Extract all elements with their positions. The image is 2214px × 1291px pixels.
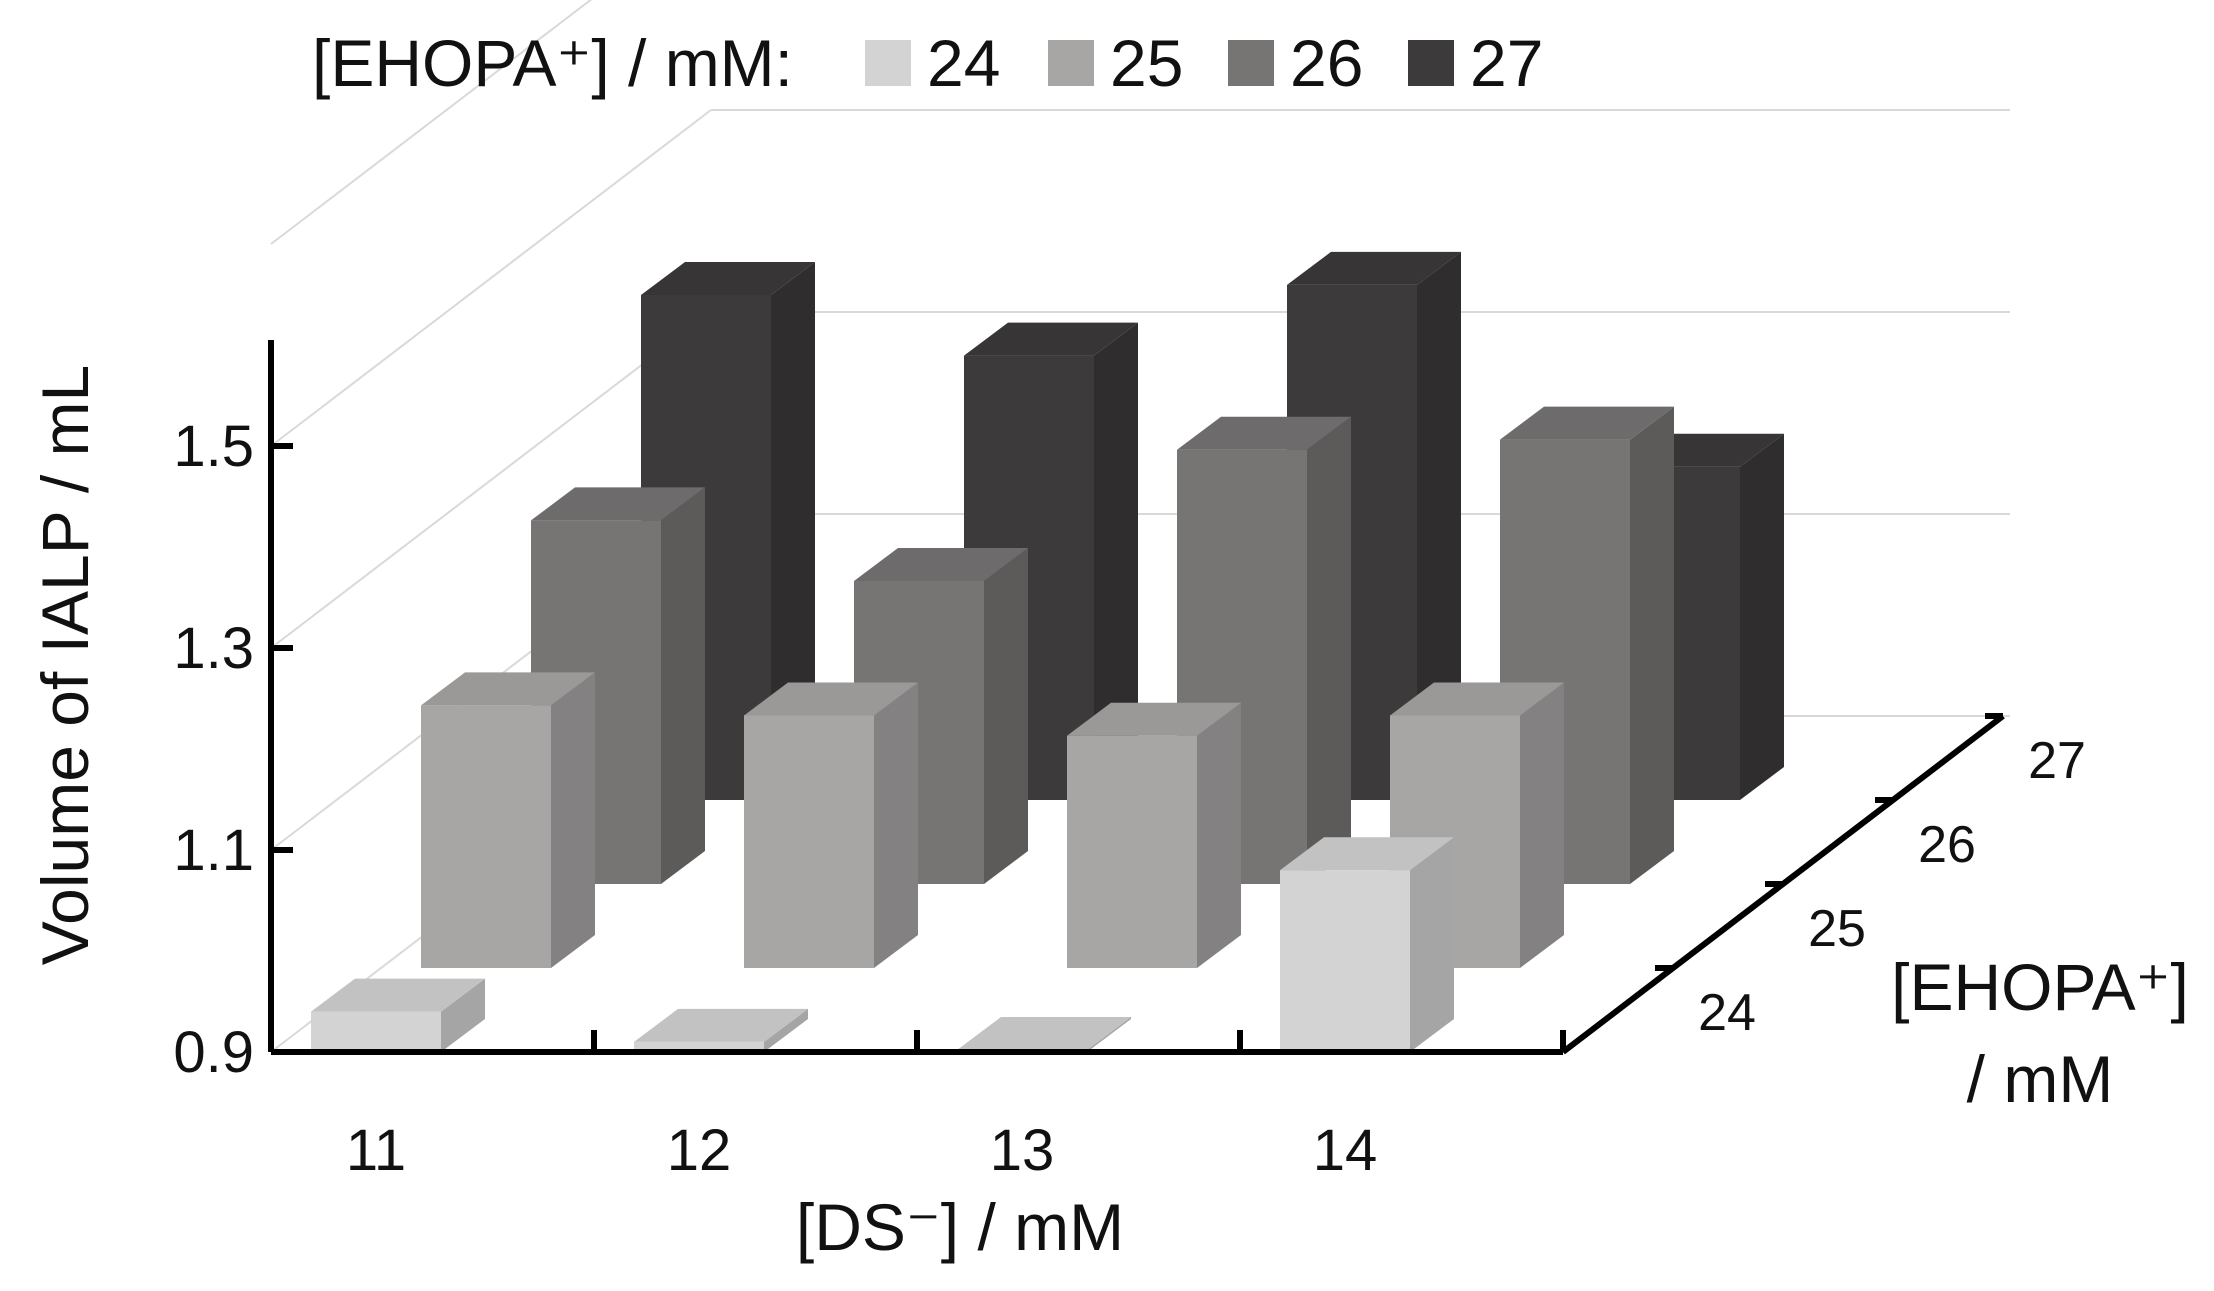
bar-26-13 <box>1177 416 1351 884</box>
x-tick-label: 11 <box>346 1118 406 1183</box>
bar-side <box>441 978 485 1052</box>
x-axis-title: [DS⁻] / mM <box>796 1190 1124 1264</box>
bar-24-13 <box>957 1017 1131 1052</box>
bar-side <box>764 1008 808 1052</box>
legend-label-24: 24 <box>927 26 1000 100</box>
y-tick-label: 1.1 <box>173 818 254 883</box>
bar-top <box>1500 406 1674 440</box>
bar-top <box>744 682 918 716</box>
legend: [EHOPA⁺] / mM: 24 25 26 27 <box>312 26 1543 100</box>
bar-25-13 <box>1067 702 1241 968</box>
bar-side <box>1740 433 1784 800</box>
bar-side <box>1094 322 1138 800</box>
legend-label-26: 26 <box>1290 26 1363 100</box>
bar-top <box>634 1008 808 1042</box>
depth-axis-title-line1: [EHOPA⁺] <box>1891 950 2189 1024</box>
bar-side <box>661 487 705 884</box>
depth-axis-title-line2: / mM <box>1967 1042 2114 1116</box>
x-tick-label: 13 <box>990 1118 1055 1183</box>
bar-side <box>1087 1017 1131 1052</box>
bar-front <box>744 715 874 968</box>
bar-top <box>641 262 815 295</box>
bar-side <box>771 262 815 800</box>
bar-25-12 <box>744 682 918 968</box>
bar-side <box>874 682 918 968</box>
bar-top <box>854 548 1028 581</box>
depth-tick-label: 26 <box>1918 816 1976 874</box>
bar-side <box>1410 837 1454 1052</box>
legend-swatch-27 <box>1408 40 1454 86</box>
labels: Volume of IALP / mL [DS⁻] / mM [EHOPA⁺] … <box>28 365 2189 1264</box>
bar-top <box>1287 251 1461 285</box>
legend-swatch-24 <box>865 40 911 86</box>
bar-top <box>1177 416 1351 450</box>
ticks <box>268 443 2003 1055</box>
bar-side <box>1520 682 1564 968</box>
legend-swatch-25 <box>1048 40 1094 86</box>
depth-tick-label: 27 <box>2028 732 2086 790</box>
bar-front <box>1280 870 1410 1052</box>
gridline-diagonal <box>270 0 593 245</box>
bar-24-11 <box>311 978 485 1052</box>
depth-tick-label: 24 <box>1698 984 1756 1042</box>
bar-front <box>1067 735 1197 968</box>
x-tick-label: 14 <box>1313 1118 1378 1183</box>
bar-24-14 <box>1280 837 1454 1052</box>
bar-front <box>421 705 551 968</box>
y-tick-label: 1.5 <box>173 414 254 479</box>
gridline-diagonal <box>270 109 712 447</box>
legend-title: [EHOPA⁺] / mM: <box>312 26 793 100</box>
bar-side <box>984 548 1028 884</box>
y-tick-label: 1.3 <box>173 616 254 681</box>
bars <box>311 251 1784 1052</box>
bar-top <box>964 322 1138 356</box>
legend-label-25: 25 <box>1110 26 1183 100</box>
legend-swatch-26 <box>1228 40 1274 86</box>
bar-25-11 <box>421 672 595 968</box>
legend-label-27: 27 <box>1470 26 1543 100</box>
y-axis-title: Volume of IALP / mL <box>28 365 102 965</box>
bar-top <box>1390 682 1564 716</box>
bar-top <box>1280 837 1454 871</box>
bar-top <box>1067 702 1241 736</box>
depth-tick-label: 25 <box>1808 900 1866 958</box>
bar-side <box>1630 406 1674 884</box>
bar-side <box>1417 251 1461 800</box>
x-tick-label: 12 <box>667 1118 732 1183</box>
y-tick-label: 0.9 <box>173 1020 254 1085</box>
gridline-diagonal <box>270 311 712 649</box>
bar-side <box>551 672 595 968</box>
bar-side <box>1197 702 1241 968</box>
bar-side <box>1307 416 1351 884</box>
bar-top <box>421 672 595 706</box>
bar-top <box>957 1017 1131 1050</box>
bar-27-13 <box>1287 251 1461 800</box>
bar-front <box>634 1041 764 1052</box>
bar-24-12 <box>634 1008 808 1052</box>
bar-top <box>311 978 485 1012</box>
bar-front <box>311 1011 441 1052</box>
bar-top <box>531 487 705 521</box>
